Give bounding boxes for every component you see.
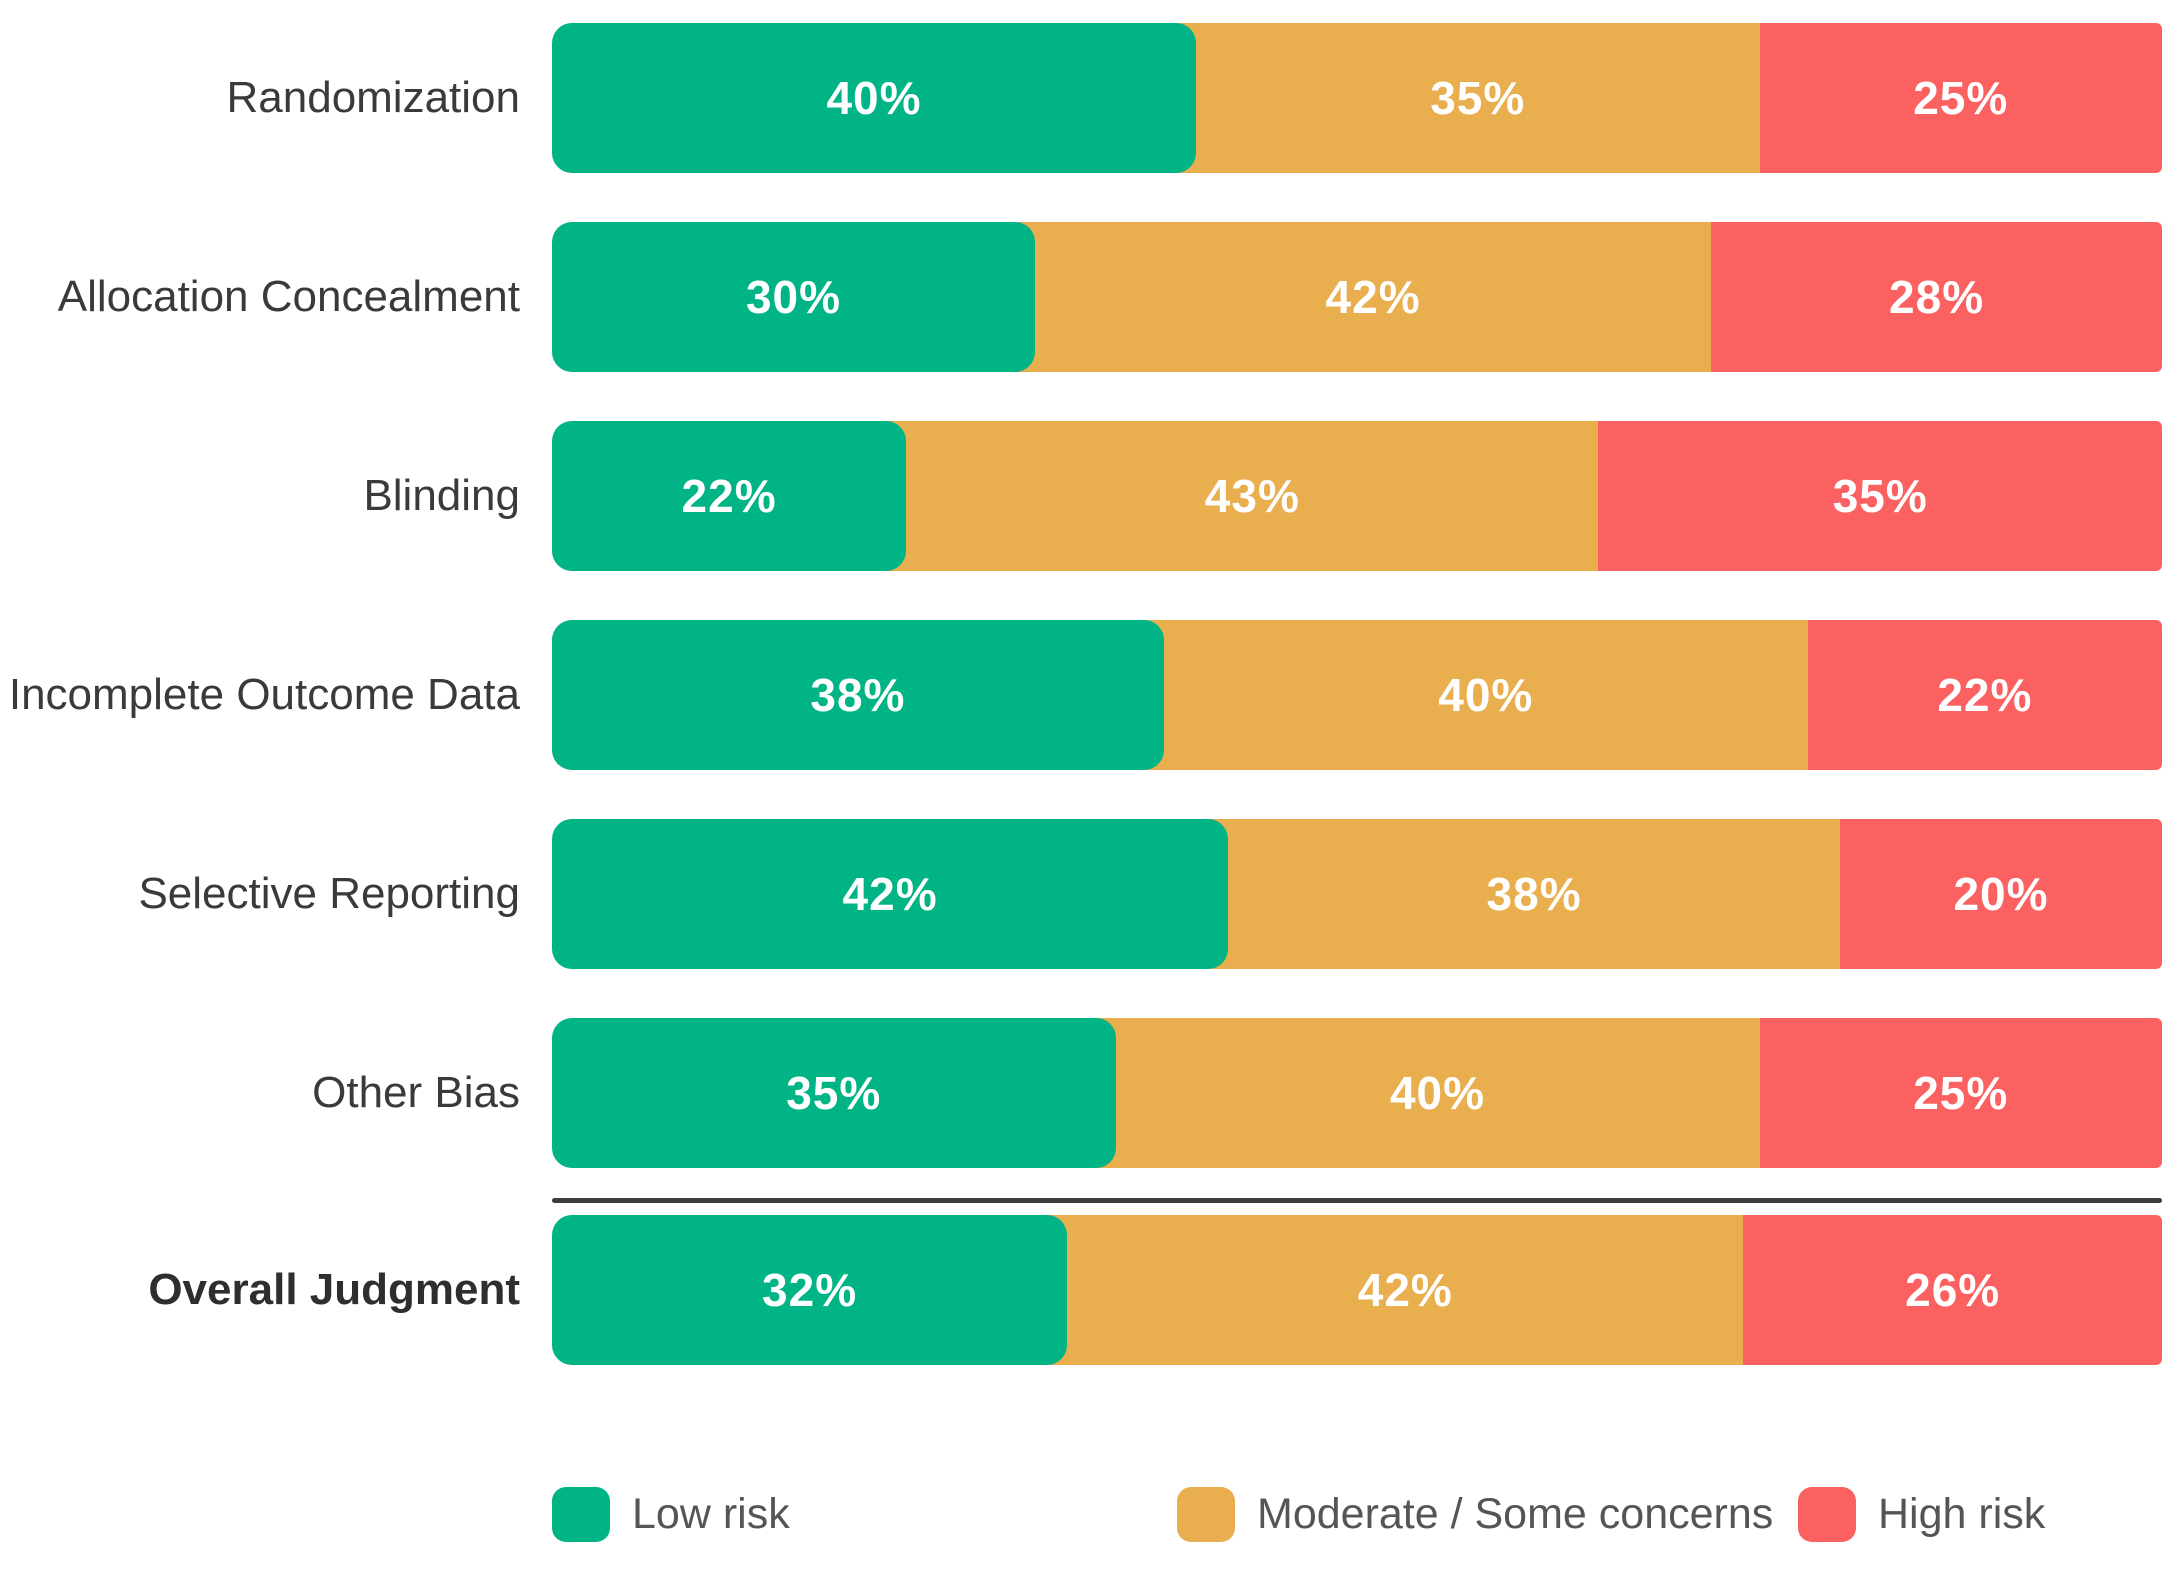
overall-divider <box>552 1198 2162 1203</box>
segment-moderate-risk: 35% <box>1176 23 1760 173</box>
segment-value-label: 32% <box>762 1264 858 1316</box>
segment-value-label: 42% <box>1325 271 1421 323</box>
segment-low-risk: 42% <box>552 819 1229 969</box>
category-label: Overall Judgment <box>148 1265 520 1314</box>
segment-value-label: 35% <box>786 1067 882 1119</box>
stacked-bar: 42% 38% 20% <box>552 819 2162 969</box>
legend-item: Low risk <box>552 1487 790 1542</box>
stacked-bar: 40% 35% 25% <box>552 23 2162 173</box>
legend-item-label: Low risk <box>632 1490 790 1538</box>
segment-high-risk: 28% <box>1711 222 2162 372</box>
segment-value-label: 20% <box>1953 868 2049 920</box>
segment-moderate-risk: 42% <box>1015 222 1712 372</box>
chart-row: Overall Judgment 32% 42% 26% <box>0 1215 2177 1365</box>
segment-moderate-risk: 43% <box>886 421 1599 571</box>
legend-item: Moderate / Some concerns <box>1177 1487 1773 1542</box>
segment-value-label: 28% <box>1889 271 1985 323</box>
segment-value-label: 40% <box>826 72 922 124</box>
segment-moderate-risk: 38% <box>1208 819 1840 969</box>
chart-row: Randomization 40% 35% 25% <box>0 23 2177 173</box>
segment-value-label: 40% <box>1438 669 1534 721</box>
segment-value-label: 35% <box>1832 470 1928 522</box>
category-label: Blinding <box>363 471 520 520</box>
segment-low-risk: 40% <box>552 23 1196 173</box>
category-label: Incomplete Outcome Data <box>8 670 520 719</box>
segment-value-label: 43% <box>1204 470 1300 522</box>
category-label: Randomization <box>226 73 521 122</box>
chart-row: Incomplete Outcome Data 38% 40% 22% <box>0 620 2177 770</box>
stacked-bar: 35% 40% 25% <box>552 1018 2162 1168</box>
stacked-bar: 30% 42% 28% <box>552 222 2162 372</box>
segment-high-risk: 25% <box>1759 23 2162 173</box>
segment-value-label: 26% <box>1905 1264 2001 1316</box>
legend-item-label: Moderate / Some concerns <box>1257 1490 1774 1538</box>
segment-moderate-risk: 42% <box>1047 1215 1744 1365</box>
segment-value-label: 25% <box>1913 1067 2009 1119</box>
category-label: Selective Reporting <box>138 869 520 918</box>
category-label: Other Bias <box>312 1068 520 1117</box>
stacked-bar: 38% 40% 22% <box>552 620 2162 770</box>
segment-value-label: 42% <box>1357 1264 1453 1316</box>
legend-item: High risk <box>1798 1487 2045 1542</box>
chart-row: Selective Reporting 42% 38% 20% <box>0 819 2177 969</box>
segment-high-risk: 20% <box>1839 819 2162 969</box>
segment-high-risk: 25% <box>1759 1018 2162 1168</box>
segment-low-risk: 30% <box>552 222 1035 372</box>
category-label: Allocation Concealment <box>57 272 520 321</box>
segment-low-risk: 35% <box>552 1018 1116 1168</box>
legend-swatch <box>1177 1487 1235 1542</box>
segment-value-label: 25% <box>1913 72 2009 124</box>
segment-high-risk: 22% <box>1807 620 2162 770</box>
segment-value-label: 22% <box>1937 669 2033 721</box>
chart-rows: Randomization 40% 35% 25% Allocation Con… <box>0 23 2177 1365</box>
segment-value-label: 38% <box>1486 868 1582 920</box>
segment-moderate-risk: 40% <box>1095 1018 1760 1168</box>
stacked-bar: 32% 42% 26% <box>552 1215 2162 1365</box>
legend: Low risk Moderate / Some concerns High r… <box>552 1487 2162 1542</box>
segment-high-risk: 26% <box>1743 1215 2162 1365</box>
legend-swatch <box>1798 1487 1856 1542</box>
segment-value-label: 42% <box>842 868 938 920</box>
segment-high-risk: 35% <box>1598 421 2162 571</box>
legend-item-label: High risk <box>1878 1490 2046 1538</box>
stacked-bar: 22% 43% 35% <box>552 421 2162 571</box>
segment-value-label: 22% <box>681 470 777 522</box>
segment-value-label: 35% <box>1430 72 1526 124</box>
segment-low-risk: 22% <box>552 421 907 571</box>
chart-row: Allocation Concealment 30% 42% 28% <box>0 222 2177 372</box>
segment-low-risk: 32% <box>552 1215 1068 1365</box>
segment-low-risk: 38% <box>552 620 1164 770</box>
segment-value-label: 30% <box>745 271 842 323</box>
chart-row: Blinding 22% 43% 35% <box>0 421 2177 571</box>
segment-value-label: 38% <box>810 669 906 721</box>
segment-value-label: 40% <box>1389 1067 1486 1119</box>
segment-moderate-risk: 40% <box>1143 620 1808 770</box>
chart-row: Other Bias 35% 40% 25% <box>0 1018 2177 1168</box>
legend-swatch <box>552 1487 610 1542</box>
